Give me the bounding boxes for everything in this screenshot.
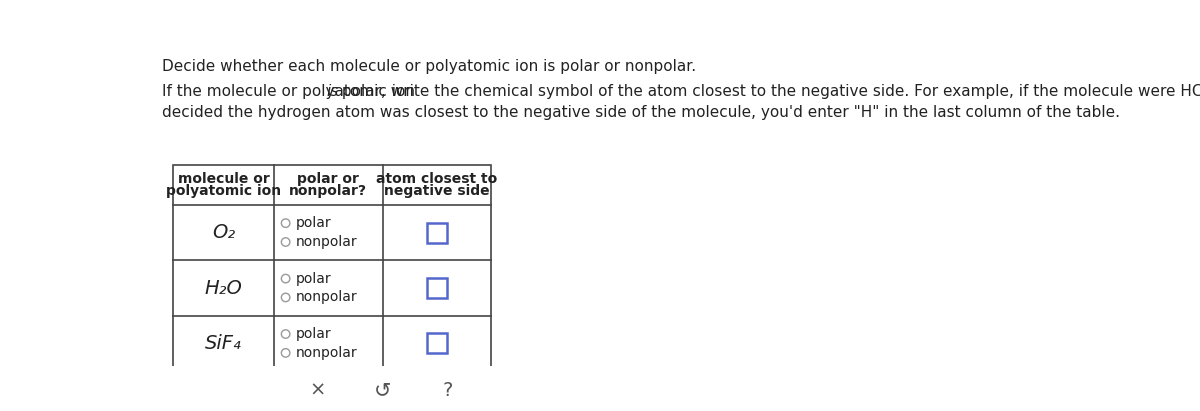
Text: SiF₄: SiF₄ [205, 334, 242, 353]
Bar [427, 278, 446, 298]
Text: ↺: ↺ [373, 381, 391, 400]
Text: nonpolar?: nonpolar? [289, 184, 367, 198]
Text: polyatomic ion: polyatomic ion [166, 184, 281, 198]
Text: atom closest to: atom closest to [376, 172, 497, 186]
Text: H₂O: H₂O [205, 279, 242, 298]
Text: polar: polar [295, 216, 331, 230]
Text: nonpolar: nonpolar [295, 235, 358, 249]
FancyBboxPatch shape [271, 373, 494, 408]
Text: molecule or: molecule or [178, 172, 270, 186]
Text: If the molecule or polyatomic ion: If the molecule or polyatomic ion [162, 84, 420, 99]
Bar [173, 165, 491, 371]
Text: negative side: negative side [384, 184, 490, 198]
Text: is: is [326, 84, 338, 99]
Text: polar, write the chemical symbol of the atom closest to the negative side. For e: polar, write the chemical symbol of the … [337, 84, 1200, 99]
Text: Decide whether each molecule or polyatomic ion is polar or nonpolar.: Decide whether each molecule or polyatom… [162, 59, 696, 74]
Text: O₂: O₂ [212, 223, 235, 242]
Bar [427, 333, 446, 353]
Text: polar or: polar or [298, 172, 359, 186]
Text: ×: × [310, 381, 325, 400]
Text: ?: ? [443, 381, 452, 400]
Text: nonpolar: nonpolar [295, 291, 358, 305]
Bar [427, 223, 446, 242]
Text: polar: polar [295, 272, 331, 286]
Text: nonpolar: nonpolar [295, 346, 358, 360]
Text: polar: polar [295, 327, 331, 341]
Text: decided the hydrogen atom was closest to the negative side of the molecule, you': decided the hydrogen atom was closest to… [162, 105, 1120, 120]
